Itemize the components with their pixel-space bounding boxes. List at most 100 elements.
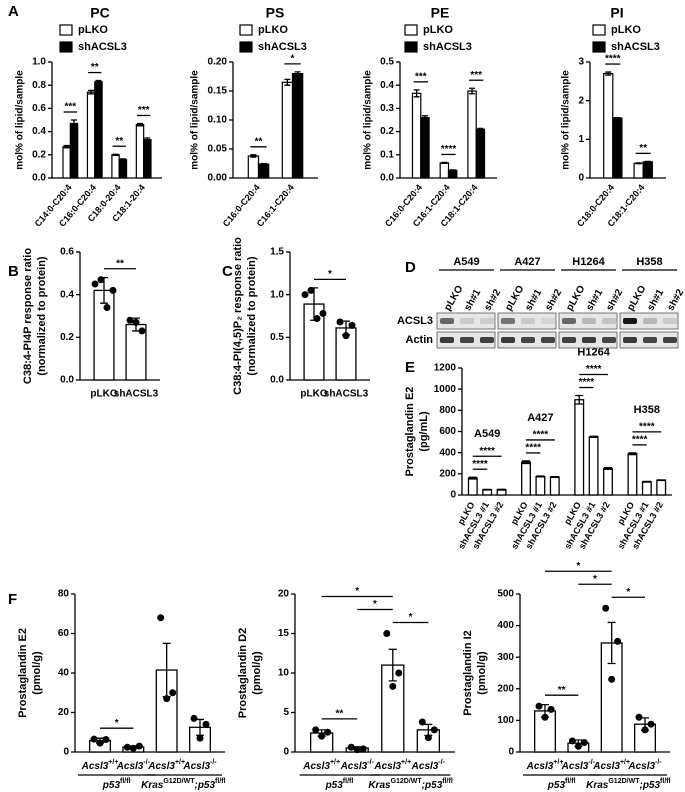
legend-label: pLKO (423, 24, 453, 36)
gene: Acsl3 (411, 761, 439, 772)
y-tick-label: 500 (497, 589, 514, 600)
blot-band (440, 337, 454, 343)
data-point (574, 742, 582, 750)
y-tick-label: 0.6 (32, 103, 46, 114)
blot-band (480, 318, 494, 324)
legend-label: shACSL3 (258, 41, 307, 53)
error-bar (294, 71, 301, 76)
group-label: H358 (634, 404, 660, 416)
y-tick-label: 0.3 (380, 103, 394, 114)
group-sup: fl/fl (343, 778, 354, 785)
blot-band (521, 318, 535, 324)
significance-label: ** (116, 258, 124, 269)
legend-label: shACSL3 (423, 41, 472, 53)
x-tick-label: Acsl3-/- (627, 759, 662, 771)
significance-label: ** (336, 709, 344, 720)
blot-strip (558, 312, 618, 330)
gene: Acsl3 (627, 761, 655, 772)
y-tick-label: 0.0 (380, 173, 394, 184)
y-axis-label: C38:4-PI(4,5)P₂ response ratio (232, 237, 244, 395)
genotype: -/- (367, 759, 374, 766)
significance-label: * (355, 586, 359, 597)
bar (603, 467, 613, 496)
data-point (359, 745, 367, 753)
legend-swatch (592, 41, 606, 53)
bar (111, 154, 120, 179)
blot-band (562, 318, 576, 324)
error-bar (250, 154, 257, 158)
bar (439, 162, 450, 179)
error-bar (468, 476, 477, 480)
data-point (97, 276, 105, 284)
y-tick-label: 1.5 (270, 247, 284, 258)
x-tick-label: Acsl3+/+ (302, 759, 340, 771)
data-point (430, 726, 438, 734)
x-tick-label: Acsl3+/+ (592, 759, 630, 771)
error-bar (483, 488, 492, 491)
blot-band (582, 337, 596, 343)
data-point (389, 682, 397, 690)
genotype: -/- (655, 759, 662, 766)
y-tick-label: 400 (497, 620, 514, 631)
bar (135, 124, 145, 179)
error-bar (137, 122, 143, 127)
y-axis-label: mol% of lipid/sample (561, 70, 572, 170)
blot-strip (497, 312, 557, 330)
y-axis-label: Prostaglandin D2 (237, 628, 249, 718)
panel-letter: D (405, 259, 416, 276)
data-point (342, 332, 350, 340)
data-point (568, 737, 576, 745)
blot-band (501, 337, 515, 343)
error-bar (469, 87, 476, 95)
y-tick-label: 100 (497, 715, 514, 726)
significance-label: * (291, 54, 295, 65)
y-tick-label: 200 (439, 468, 456, 479)
y-axis-label: mol% of lipid/sample (15, 70, 26, 170)
data-point (96, 739, 104, 747)
error-bar (449, 169, 456, 172)
group-text: p53 (325, 780, 344, 791)
y-tick-label: 0.4 (32, 126, 46, 137)
significance-label: ** (91, 62, 99, 73)
group-label: H1264 (577, 346, 610, 358)
error-bar (144, 137, 151, 143)
x-tick-label: pLKO (90, 389, 117, 400)
significance-label: **** (533, 430, 549, 441)
data-point (418, 718, 426, 726)
lane-label: sh#2 (665, 287, 685, 313)
bar (642, 161, 653, 179)
error-bar (522, 460, 531, 465)
y-axis-label: mol% of lipid/sample (190, 70, 201, 170)
group-label: A427 (527, 412, 553, 424)
error-bar (589, 435, 598, 438)
group-text: p53 (547, 780, 566, 791)
blot-band (541, 337, 555, 343)
lane-label: pLKO (625, 284, 648, 313)
y-tick-label: 40 (58, 668, 70, 679)
blot-band (460, 318, 474, 324)
error-bar (657, 479, 666, 482)
legend-swatch (239, 41, 253, 53)
y-tick-label: 60 (58, 628, 70, 639)
cell-line-label: A427 (514, 256, 540, 268)
data-point (395, 669, 403, 677)
data-point (163, 695, 171, 703)
group-text: ;p53 (194, 780, 215, 791)
error-bar (605, 71, 612, 76)
blot-band (643, 337, 657, 343)
significance-label: ** (639, 143, 647, 154)
group-sup: fl/fl (120, 778, 131, 785)
x-tick-label: Acsl3-/- (182, 759, 217, 771)
x-tick-label: Acsl3+/+ (147, 759, 185, 771)
significance-label: **** (586, 364, 602, 375)
bar (281, 81, 294, 179)
significance-label: *** (138, 105, 150, 116)
bar (574, 399, 585, 496)
blot-band (623, 318, 637, 324)
y-tick-label: 1 (578, 134, 584, 145)
bar (247, 155, 260, 179)
y-axis-label: (pmol/g) (251, 651, 263, 695)
gene: Acsl3 (561, 761, 589, 772)
data-point (132, 318, 140, 326)
chart-title: PE (431, 5, 450, 21)
